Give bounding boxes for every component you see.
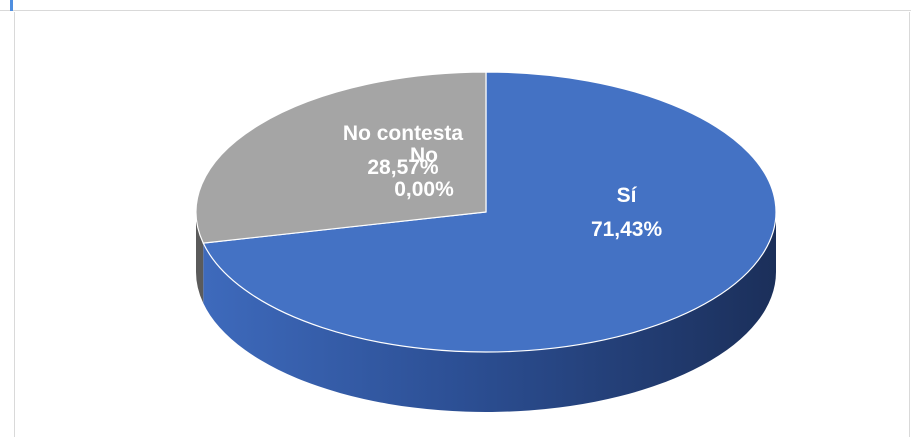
- slice-side-no-contesta: [196, 212, 204, 304]
- slice-si: [202, 71, 777, 353]
- data-label-no: No 0,00%: [394, 144, 454, 201]
- data-label-si: Sí 71,43%: [591, 184, 663, 241]
- pie-sides: [196, 212, 776, 412]
- slice-side-si: [203, 212, 776, 412]
- slice-no-contesta: [195, 71, 487, 244]
- top-divider: [0, 0, 911, 11]
- pie-labels: Sí 71,43% No 0,00%No contesta 28,57%: [343, 122, 663, 241]
- data-label-no-contesta: No contesta 28,57%: [343, 122, 464, 179]
- cursor-accent: [10, 0, 13, 11]
- pie-slices: [195, 71, 777, 353]
- chart-frame: [14, 12, 910, 437]
